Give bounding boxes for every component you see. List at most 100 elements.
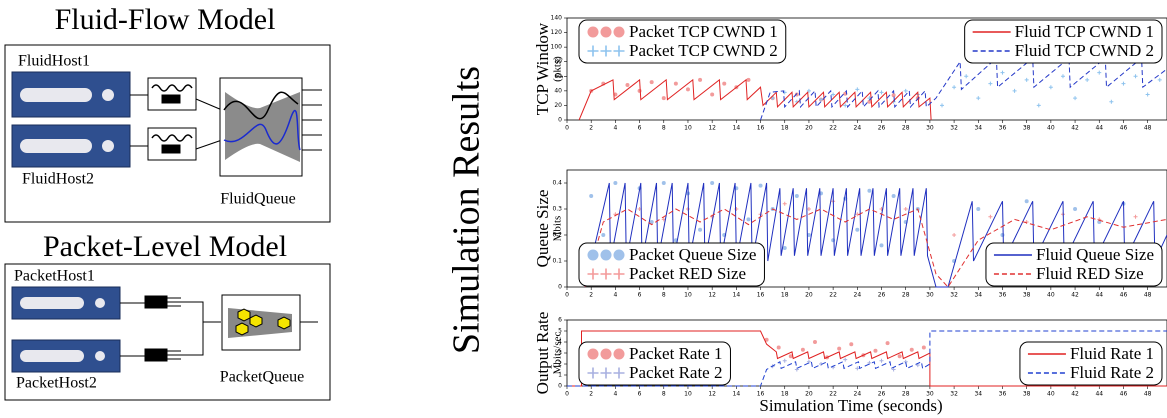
data-point [867, 360, 872, 365]
y-tick-label: 5 [558, 328, 562, 335]
fluid-queue-label: FluidQueue [220, 191, 296, 208]
fluid-links [130, 77, 223, 161]
data-point [722, 81, 727, 86]
x-tick-label: 18 [781, 391, 789, 398]
legend-swatch [587, 26, 599, 38]
x-tick-label: 16 [757, 292, 765, 299]
fluid-host2 [11, 124, 131, 168]
x-tick-label: 20 [805, 292, 813, 299]
data-point [800, 347, 805, 352]
x-tick-label: 2 [589, 125, 593, 132]
data-point [909, 347, 914, 352]
data-point [746, 77, 751, 82]
x-tick-label: 46 [1120, 292, 1128, 299]
data-point [867, 99, 872, 104]
data-point [613, 181, 618, 185]
data-point [764, 337, 769, 342]
data-point [843, 103, 848, 108]
data-point [661, 181, 666, 185]
x-tick-label: 34 [974, 391, 982, 398]
y-tick-label: 0.1 [552, 258, 562, 265]
x-tick-label: 30 [926, 391, 934, 398]
legend-swatch [600, 249, 612, 261]
legend-swatch [587, 268, 599, 280]
y-axis-units: Mbits/sec [552, 331, 564, 374]
packet-links [120, 295, 221, 362]
y-tick-label: 60 [554, 73, 562, 80]
y-tick-label: 0.3 [552, 206, 562, 213]
legend-swatch [613, 45, 625, 57]
legend-label: Fluid Rate 2 [1070, 363, 1154, 382]
x-tick-label: 12 [708, 292, 716, 299]
data-point [758, 183, 763, 188]
x-axis-label: Simulation Time (seconds) [759, 396, 942, 415]
x-tick-label: 32 [950, 391, 958, 398]
data-point [637, 88, 642, 93]
legend-label: Packet TCP CWND 1 [629, 22, 778, 41]
y-tick-label: 40 [554, 87, 562, 94]
x-tick-label: 36 [999, 292, 1007, 299]
legend-frame [578, 242, 765, 287]
plot-frame [566, 169, 1167, 288]
data-point [782, 358, 787, 363]
x-tick-label: 48 [1144, 125, 1152, 132]
x-tick-label: 22 [829, 292, 837, 299]
data-point [879, 90, 884, 95]
legend-swatch [613, 348, 625, 360]
data-point [794, 194, 799, 198]
data-point [940, 103, 944, 108]
legend-swatch [600, 26, 612, 38]
x-tick-label: 4 [613, 391, 617, 398]
data-point [891, 367, 896, 372]
y-tick-label: 0.2 [552, 232, 562, 239]
packet-queue-label: PacketQueue [220, 369, 304, 386]
x-tick-label: 42 [1071, 391, 1079, 398]
data-point [855, 87, 860, 92]
data-point [988, 214, 993, 219]
x-tick-label: 44 [1095, 125, 1103, 132]
x-tick-label: 24 [854, 292, 862, 299]
y-tick-label: 6 [558, 317, 562, 324]
data-point [1012, 88, 1017, 93]
data-point [952, 233, 957, 237]
data-point [879, 358, 884, 363]
legend-swatch [613, 268, 625, 280]
x-tick-label: 20 [805, 125, 813, 132]
data-point [921, 345, 926, 350]
data-point [976, 96, 981, 101]
data-point [673, 81, 678, 86]
data-point [746, 217, 751, 222]
x-tick-label: 42 [1071, 292, 1079, 299]
data-point [782, 201, 787, 206]
legend-label: Packet Queue Size [629, 245, 756, 264]
data-point [988, 81, 993, 86]
data-point [831, 92, 836, 97]
data-point [855, 366, 860, 371]
y-axis-label: Queue Size [533, 190, 552, 268]
data-point [794, 92, 799, 97]
data-point [770, 96, 775, 101]
y-tick-label: 20 [554, 102, 562, 109]
packet-queue [221, 294, 318, 351]
x-tick-label: 22 [829, 125, 837, 132]
data-point [806, 88, 811, 93]
x-tick-label: 26 [878, 125, 886, 132]
legend-label: Packet RED Size [629, 264, 746, 283]
data-point [843, 357, 848, 362]
x-tick-label: 14 [733, 125, 741, 132]
data-point [885, 341, 890, 346]
data-point [788, 354, 793, 359]
x-tick-label: 10 [684, 292, 692, 299]
legend-label: Fluid Rate 1 [1070, 344, 1154, 363]
data-point [710, 181, 715, 185]
legend-swatch [600, 348, 612, 360]
legend-swatch [613, 249, 625, 261]
x-tick-label: 24 [854, 391, 862, 398]
legend-swatch [587, 367, 599, 379]
x-tick-label: 26 [878, 391, 886, 398]
data-point [897, 354, 902, 359]
x-tick-label: 12 [708, 125, 716, 132]
legend-swatch [587, 45, 599, 57]
